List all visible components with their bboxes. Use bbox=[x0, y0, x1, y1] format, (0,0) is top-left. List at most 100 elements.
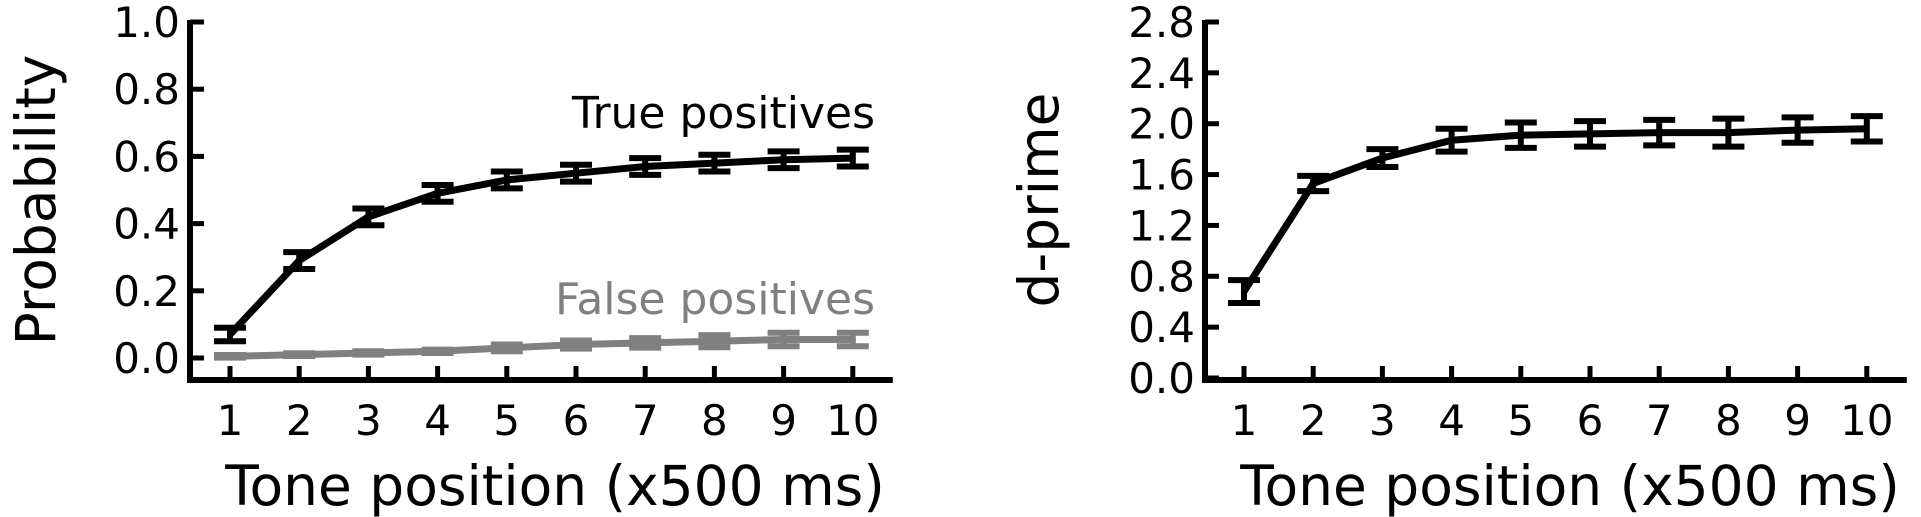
series-label: True positives bbox=[571, 88, 875, 139]
error-bar bbox=[352, 348, 385, 358]
x-tick-label: 9 bbox=[770, 396, 797, 445]
y-tick-label: 0.0 bbox=[113, 334, 180, 383]
data-point bbox=[227, 353, 233, 360]
x-tick-label: 5 bbox=[493, 396, 520, 445]
y-tick-label: 0.6 bbox=[113, 132, 180, 181]
data-point bbox=[1794, 127, 1801, 134]
error-bar bbox=[421, 346, 454, 356]
data-point bbox=[296, 257, 303, 264]
error-bar bbox=[214, 351, 246, 361]
x-axis-label: Tone position (x500 ms) bbox=[1239, 454, 1900, 517]
data-point bbox=[849, 336, 856, 343]
x-tick-label: 6 bbox=[563, 396, 590, 445]
data-point bbox=[1863, 125, 1870, 132]
error-bar bbox=[421, 181, 454, 205]
data-point bbox=[434, 190, 441, 197]
data-point bbox=[1241, 288, 1247, 295]
error-bar bbox=[698, 332, 731, 351]
data-point bbox=[1725, 129, 1732, 136]
data-point bbox=[296, 351, 303, 358]
data-point bbox=[1587, 130, 1593, 137]
data-point bbox=[503, 176, 510, 183]
x-tick-label: 10 bbox=[1840, 396, 1893, 445]
data-point bbox=[503, 344, 510, 351]
data-point bbox=[365, 213, 372, 220]
y-tick-label: 2.4 bbox=[1128, 49, 1195, 98]
y-tick-label: 0.2 bbox=[113, 267, 180, 316]
error-bar bbox=[490, 341, 523, 355]
y-tick-label: 2.0 bbox=[1128, 100, 1195, 149]
series-2 bbox=[214, 329, 869, 361]
data-point bbox=[780, 156, 787, 163]
error-bar bbox=[629, 335, 662, 351]
error-bar bbox=[1435, 125, 1468, 155]
series-line bbox=[229, 336, 853, 360]
x-tick-label: 8 bbox=[1715, 396, 1742, 445]
data-point bbox=[780, 336, 787, 343]
data-point bbox=[642, 163, 649, 170]
x-axis-label: Tone position (x500 ms) bbox=[224, 454, 885, 517]
data-point bbox=[573, 341, 579, 348]
data-point bbox=[573, 170, 579, 177]
x-tick-label: 4 bbox=[424, 396, 451, 445]
data-point bbox=[1448, 137, 1455, 144]
error-bar bbox=[283, 249, 316, 272]
series-1 bbox=[1228, 113, 1883, 306]
x-tick-label: 5 bbox=[1507, 396, 1534, 445]
series-line bbox=[227, 154, 853, 337]
series-line bbox=[1241, 125, 1867, 294]
y-tick-label: 2.8 bbox=[1128, 0, 1195, 47]
data-point bbox=[711, 338, 718, 345]
error-bar bbox=[836, 146, 869, 170]
y-tick-label: 0.4 bbox=[1128, 303, 1195, 352]
x-tick-label: 3 bbox=[1369, 396, 1396, 445]
x-tick-label: 9 bbox=[1784, 396, 1811, 445]
error-bar bbox=[767, 148, 800, 172]
y-tick-label: 1.0 bbox=[113, 0, 180, 47]
error-bar bbox=[1366, 146, 1399, 170]
data-point bbox=[711, 160, 718, 167]
chart-panel-2: 0.00.40.81.21.62.02.42.8 1 2 3 4 5 6 7 8 9 10 Tone … bbox=[1007, 0, 1907, 517]
x-tick-label: 8 bbox=[701, 396, 728, 445]
y-tick-label: 1.2 bbox=[1128, 201, 1195, 250]
x-tick-label: 7 bbox=[1646, 396, 1673, 445]
x-tick-label: 4 bbox=[1438, 396, 1465, 445]
data-point bbox=[227, 331, 233, 338]
error-bar bbox=[629, 155, 662, 178]
data-point bbox=[365, 349, 372, 356]
error-bar bbox=[283, 350, 316, 359]
series-1 bbox=[214, 146, 869, 345]
x-tick-label: 10 bbox=[826, 396, 879, 445]
x-tick-label: 1 bbox=[217, 396, 244, 445]
error-bar bbox=[352, 205, 385, 229]
data-point bbox=[1656, 129, 1663, 136]
y-tick-label: 0.8 bbox=[113, 65, 180, 114]
data-point bbox=[642, 339, 649, 346]
y-axis-label: Probability bbox=[4, 55, 68, 346]
x-tick-label: 1 bbox=[1231, 396, 1258, 445]
error-bar bbox=[1504, 119, 1537, 151]
y-tick-label: 0.8 bbox=[1128, 252, 1195, 301]
x-tick-label: 7 bbox=[632, 396, 659, 445]
error-bar bbox=[560, 161, 592, 185]
x-tick-label: 2 bbox=[1300, 396, 1327, 445]
error-bar bbox=[1574, 118, 1606, 150]
x-tick-label: 3 bbox=[355, 396, 382, 445]
data-point bbox=[1379, 155, 1386, 162]
chart-panel-1: 0.0 0.2 0.4 0.6 0.8 1.0 1 2 3 4 5 6 7 8 9 10 Tone positi… bbox=[4, 0, 893, 517]
error-bar bbox=[214, 324, 246, 345]
data-point bbox=[434, 348, 441, 355]
error-bar bbox=[836, 329, 869, 350]
y-tick-label: 0.4 bbox=[113, 200, 180, 249]
error-bar bbox=[698, 151, 731, 175]
error-bar bbox=[1712, 115, 1745, 150]
error-bar bbox=[560, 337, 592, 352]
data-point bbox=[1517, 132, 1524, 139]
error-bar bbox=[1781, 114, 1814, 146]
data-point bbox=[849, 155, 856, 162]
y-tick-label: 0.0 bbox=[1128, 354, 1195, 403]
data-point bbox=[1310, 180, 1317, 187]
error-bar bbox=[767, 329, 800, 350]
error-bar bbox=[1850, 113, 1883, 145]
